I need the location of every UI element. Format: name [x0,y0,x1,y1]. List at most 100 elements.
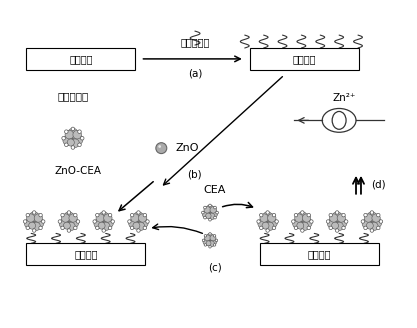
Circle shape [27,214,35,222]
Circle shape [62,136,65,140]
Circle shape [25,219,34,228]
Bar [260,243,379,265]
Circle shape [41,220,45,223]
Circle shape [208,204,211,207]
Circle shape [78,143,81,147]
Circle shape [293,219,302,228]
Circle shape [69,218,79,228]
Circle shape [266,229,269,232]
Circle shape [98,215,110,228]
Circle shape [156,143,167,154]
Circle shape [332,212,342,221]
Circle shape [203,216,206,219]
Circle shape [272,226,276,230]
Circle shape [131,214,134,217]
Circle shape [370,211,374,214]
Circle shape [158,145,161,148]
Circle shape [206,236,214,245]
Circle shape [102,222,110,231]
Circle shape [364,214,367,217]
Circle shape [95,226,99,230]
Circle shape [209,246,211,248]
Circle shape [335,211,339,214]
Circle shape [302,214,311,222]
Circle shape [297,212,307,221]
Circle shape [210,210,218,217]
Circle shape [362,219,372,228]
Circle shape [344,220,348,223]
Circle shape [68,128,78,138]
Circle shape [34,214,43,222]
Circle shape [205,208,215,217]
Circle shape [104,214,112,222]
Circle shape [202,239,205,242]
Circle shape [337,218,347,228]
Circle shape [295,214,303,222]
Circle shape [33,211,36,214]
Circle shape [377,214,380,217]
Circle shape [66,132,79,145]
Circle shape [263,212,272,221]
Circle shape [76,220,80,223]
Circle shape [210,207,216,213]
Text: 刀豆凝集素: 刀豆凝集素 [181,37,210,47]
Circle shape [215,239,218,242]
Circle shape [261,215,274,228]
Circle shape [65,130,68,133]
Circle shape [131,214,139,222]
Circle shape [63,135,73,145]
Circle shape [99,212,108,221]
Circle shape [67,222,75,231]
Circle shape [71,127,75,131]
Circle shape [138,214,147,222]
Bar [26,48,136,70]
Circle shape [61,214,64,217]
Circle shape [327,220,330,223]
Text: CEA: CEA [204,185,226,195]
Circle shape [133,222,140,229]
Circle shape [63,222,70,229]
Circle shape [327,219,337,228]
Circle shape [302,218,312,228]
Circle shape [332,222,339,229]
Circle shape [93,220,96,223]
Circle shape [61,214,70,222]
Circle shape [128,220,131,223]
Text: 玻璃衬底: 玻璃衬底 [293,54,316,64]
Circle shape [28,215,40,228]
Circle shape [129,219,138,228]
Text: ZnO-CEA: ZnO-CEA [54,166,101,176]
Circle shape [294,214,298,217]
Text: Zn²⁺: Zn²⁺ [332,92,356,103]
Circle shape [143,226,147,230]
Circle shape [259,226,263,230]
Circle shape [307,226,311,230]
Circle shape [29,222,35,229]
Circle shape [204,244,207,246]
Circle shape [202,210,210,218]
Circle shape [372,214,380,222]
Circle shape [108,214,112,217]
Circle shape [370,222,378,231]
Circle shape [94,219,104,228]
Circle shape [206,241,211,246]
Text: 功能化衬底: 功能化衬底 [57,92,88,102]
Circle shape [268,218,277,228]
Circle shape [208,241,214,247]
Circle shape [310,220,313,223]
Circle shape [329,214,338,222]
Circle shape [133,212,143,221]
Circle shape [137,229,140,232]
Circle shape [206,234,214,240]
Circle shape [258,219,268,228]
Circle shape [58,220,62,223]
Circle shape [335,229,339,232]
Circle shape [73,226,77,230]
Circle shape [257,220,260,223]
Circle shape [73,214,77,217]
Circle shape [337,214,345,222]
Circle shape [301,211,304,214]
Circle shape [73,135,83,145]
Circle shape [210,235,216,241]
Circle shape [78,130,81,133]
